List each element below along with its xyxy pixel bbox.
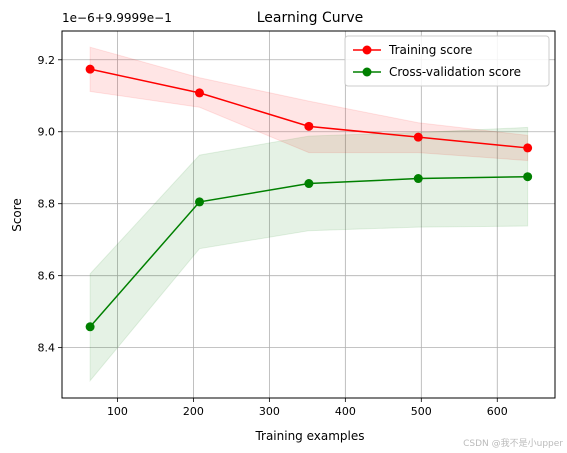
x-tick-label: 200 — [183, 405, 204, 418]
x-tick-label: 400 — [335, 405, 356, 418]
data-points — [85, 64, 533, 332]
legend-entry-label: Cross-validation score — [389, 65, 521, 79]
band-series-0 — [89, 46, 529, 162]
point-series-0 — [85, 64, 95, 74]
x-tick-label: 100 — [107, 405, 128, 418]
legend-entry-label: Training score — [388, 43, 472, 57]
point-series-0 — [194, 88, 204, 98]
watermark: CSDN @我不是小upper — [463, 439, 563, 449]
y-axis-label: Score — [10, 198, 24, 232]
point-series-0 — [304, 121, 314, 131]
y-tick-label: 8.4 — [38, 342, 56, 355]
legend-marker-swatch — [362, 67, 372, 77]
x-tick-label: 300 — [259, 405, 280, 418]
axes-frame — [61, 30, 556, 399]
y-tick-label: 9.0 — [38, 126, 56, 139]
x-tick-label: 600 — [487, 405, 508, 418]
y-axis-ticks: 8.4 8.6 8.8 9.0 9.2 — [38, 54, 62, 355]
chart-title: Learning Curve — [257, 10, 364, 26]
confidence-bands — [89, 46, 529, 383]
point-series-1 — [413, 174, 423, 184]
x-axis-ticks: 100 200 300 400 500 600 — [107, 398, 508, 418]
point-series-0 — [413, 132, 423, 142]
point-series-1 — [194, 197, 204, 207]
point-series-1 — [304, 179, 314, 189]
legend-marker-swatch — [362, 45, 372, 55]
x-axis-label: Training examples — [254, 429, 364, 443]
y-tick-label: 9.2 — [38, 54, 56, 67]
point-series-1 — [523, 172, 533, 182]
point-series-1 — [85, 322, 95, 332]
y-axis-offset-label: 1e−6+9.9999e−1 — [62, 11, 172, 25]
legend-box — [344, 35, 550, 87]
y-tick-label: 8.6 — [38, 270, 56, 283]
point-series-0 — [523, 143, 533, 153]
x-tick-label: 500 — [411, 405, 432, 418]
legend: Training score Cross-validation score — [344, 35, 550, 87]
y-tick-label: 8.8 — [38, 198, 56, 211]
band-series-1 — [89, 126, 529, 383]
